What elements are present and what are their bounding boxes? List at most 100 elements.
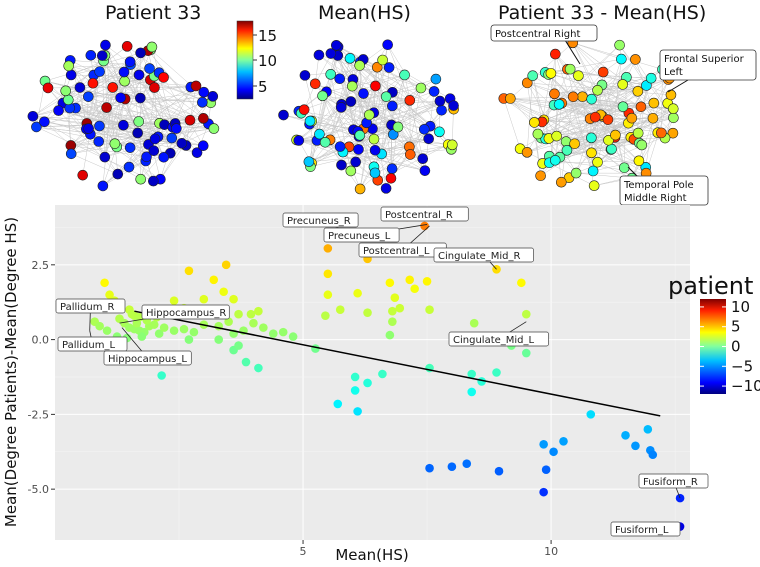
scatter-point — [469, 318, 479, 328]
scatter-point — [425, 463, 434, 473]
point-label: Cingulate_Mid_R — [438, 251, 521, 262]
network-node — [550, 48, 561, 60]
y-tick-label: -5.0 — [28, 483, 49, 496]
scatter-point — [323, 244, 333, 253]
network-node — [325, 69, 337, 80]
network-node — [626, 112, 638, 124]
network-node — [354, 183, 366, 195]
scatter-point — [132, 318, 142, 328]
grid — [55, 205, 690, 540]
network-node — [556, 176, 567, 188]
scatter-point — [254, 306, 263, 316]
scatter-point — [321, 311, 330, 320]
network-node — [430, 73, 442, 85]
legend-tick-label: 10 — [731, 298, 750, 316]
network-node — [85, 50, 97, 61]
x-tick-label: 5 — [300, 545, 307, 558]
network-node — [532, 128, 544, 140]
network-node — [635, 101, 647, 113]
network-node — [149, 82, 160, 93]
network-node — [588, 180, 600, 191]
network-node — [369, 167, 381, 179]
network-node — [419, 165, 431, 176]
y-tick-label: 0.0 — [32, 334, 50, 347]
network-node — [617, 79, 628, 90]
scatter-point — [100, 278, 109, 288]
legend-tick-label: −5 — [731, 357, 753, 375]
network-node — [77, 169, 89, 181]
scatter-point — [184, 266, 194, 276]
scatter-point — [350, 372, 360, 382]
network-node — [135, 173, 147, 185]
network-node — [521, 147, 533, 158]
network-node — [197, 140, 209, 152]
point-label: Fusiform_L — [615, 525, 669, 536]
point-label: Precuneus_R — [287, 216, 351, 227]
network-node — [304, 115, 316, 127]
network-node — [668, 112, 679, 124]
network-node — [567, 91, 579, 103]
network-node — [313, 49, 325, 61]
scatter-point — [350, 386, 360, 395]
network-node — [87, 77, 99, 89]
network-node — [549, 154, 561, 166]
network-node — [423, 133, 434, 145]
scatter-point — [395, 303, 405, 313]
network-node — [166, 132, 178, 144]
network-node — [39, 116, 50, 128]
scatter-point — [229, 294, 238, 304]
network-node — [592, 84, 603, 96]
network-node — [385, 172, 397, 184]
network-node — [298, 104, 310, 115]
network-node — [132, 127, 143, 139]
scatter-point — [517, 278, 526, 288]
scatter-point — [234, 341, 243, 350]
network-node — [53, 105, 64, 116]
network-node — [158, 72, 169, 83]
scatter-point — [363, 308, 372, 317]
network-node — [616, 53, 627, 65]
network-node — [380, 183, 392, 194]
scatter-point — [539, 487, 548, 497]
network-node — [636, 139, 648, 151]
scatter-point — [363, 378, 372, 388]
network-node — [346, 80, 358, 92]
scatter-point — [425, 305, 434, 314]
scatter-point — [288, 332, 298, 341]
network-node — [325, 48, 337, 59]
network-node — [293, 135, 305, 146]
network-node — [586, 132, 597, 144]
network-node — [382, 39, 393, 51]
point-label: Hippocampus_R — [146, 308, 226, 319]
network-node — [93, 136, 105, 147]
network-node — [577, 91, 588, 102]
colorbar-tick-5: 5 — [258, 78, 268, 96]
scatter-point — [521, 348, 531, 358]
network-node — [434, 95, 446, 107]
network-node — [551, 130, 562, 142]
network-node — [83, 123, 94, 134]
network-node — [380, 91, 392, 102]
network-node — [377, 54, 388, 66]
network-node — [369, 144, 381, 156]
scatter-point — [353, 407, 362, 416]
network-node — [121, 41, 133, 52]
scatter-point — [154, 329, 164, 338]
network-node — [27, 110, 39, 122]
network-title-difference: Patient 33 - Mean(HS) — [498, 2, 707, 24]
colorbar-tick-15: 15 — [258, 27, 277, 45]
network-node — [614, 39, 625, 51]
network-node — [299, 70, 311, 81]
scatter-point — [259, 323, 268, 332]
network-node — [344, 53, 356, 64]
network-node — [570, 167, 582, 179]
network-title-patient: Patient 33 — [105, 2, 202, 24]
scatter-point — [199, 294, 209, 304]
network-node — [404, 95, 416, 106]
network-node — [434, 126, 445, 138]
network-node — [354, 60, 365, 71]
scatter-point — [221, 260, 231, 270]
network-node — [191, 147, 203, 158]
scatter-point — [467, 369, 477, 379]
network-node — [417, 153, 429, 165]
